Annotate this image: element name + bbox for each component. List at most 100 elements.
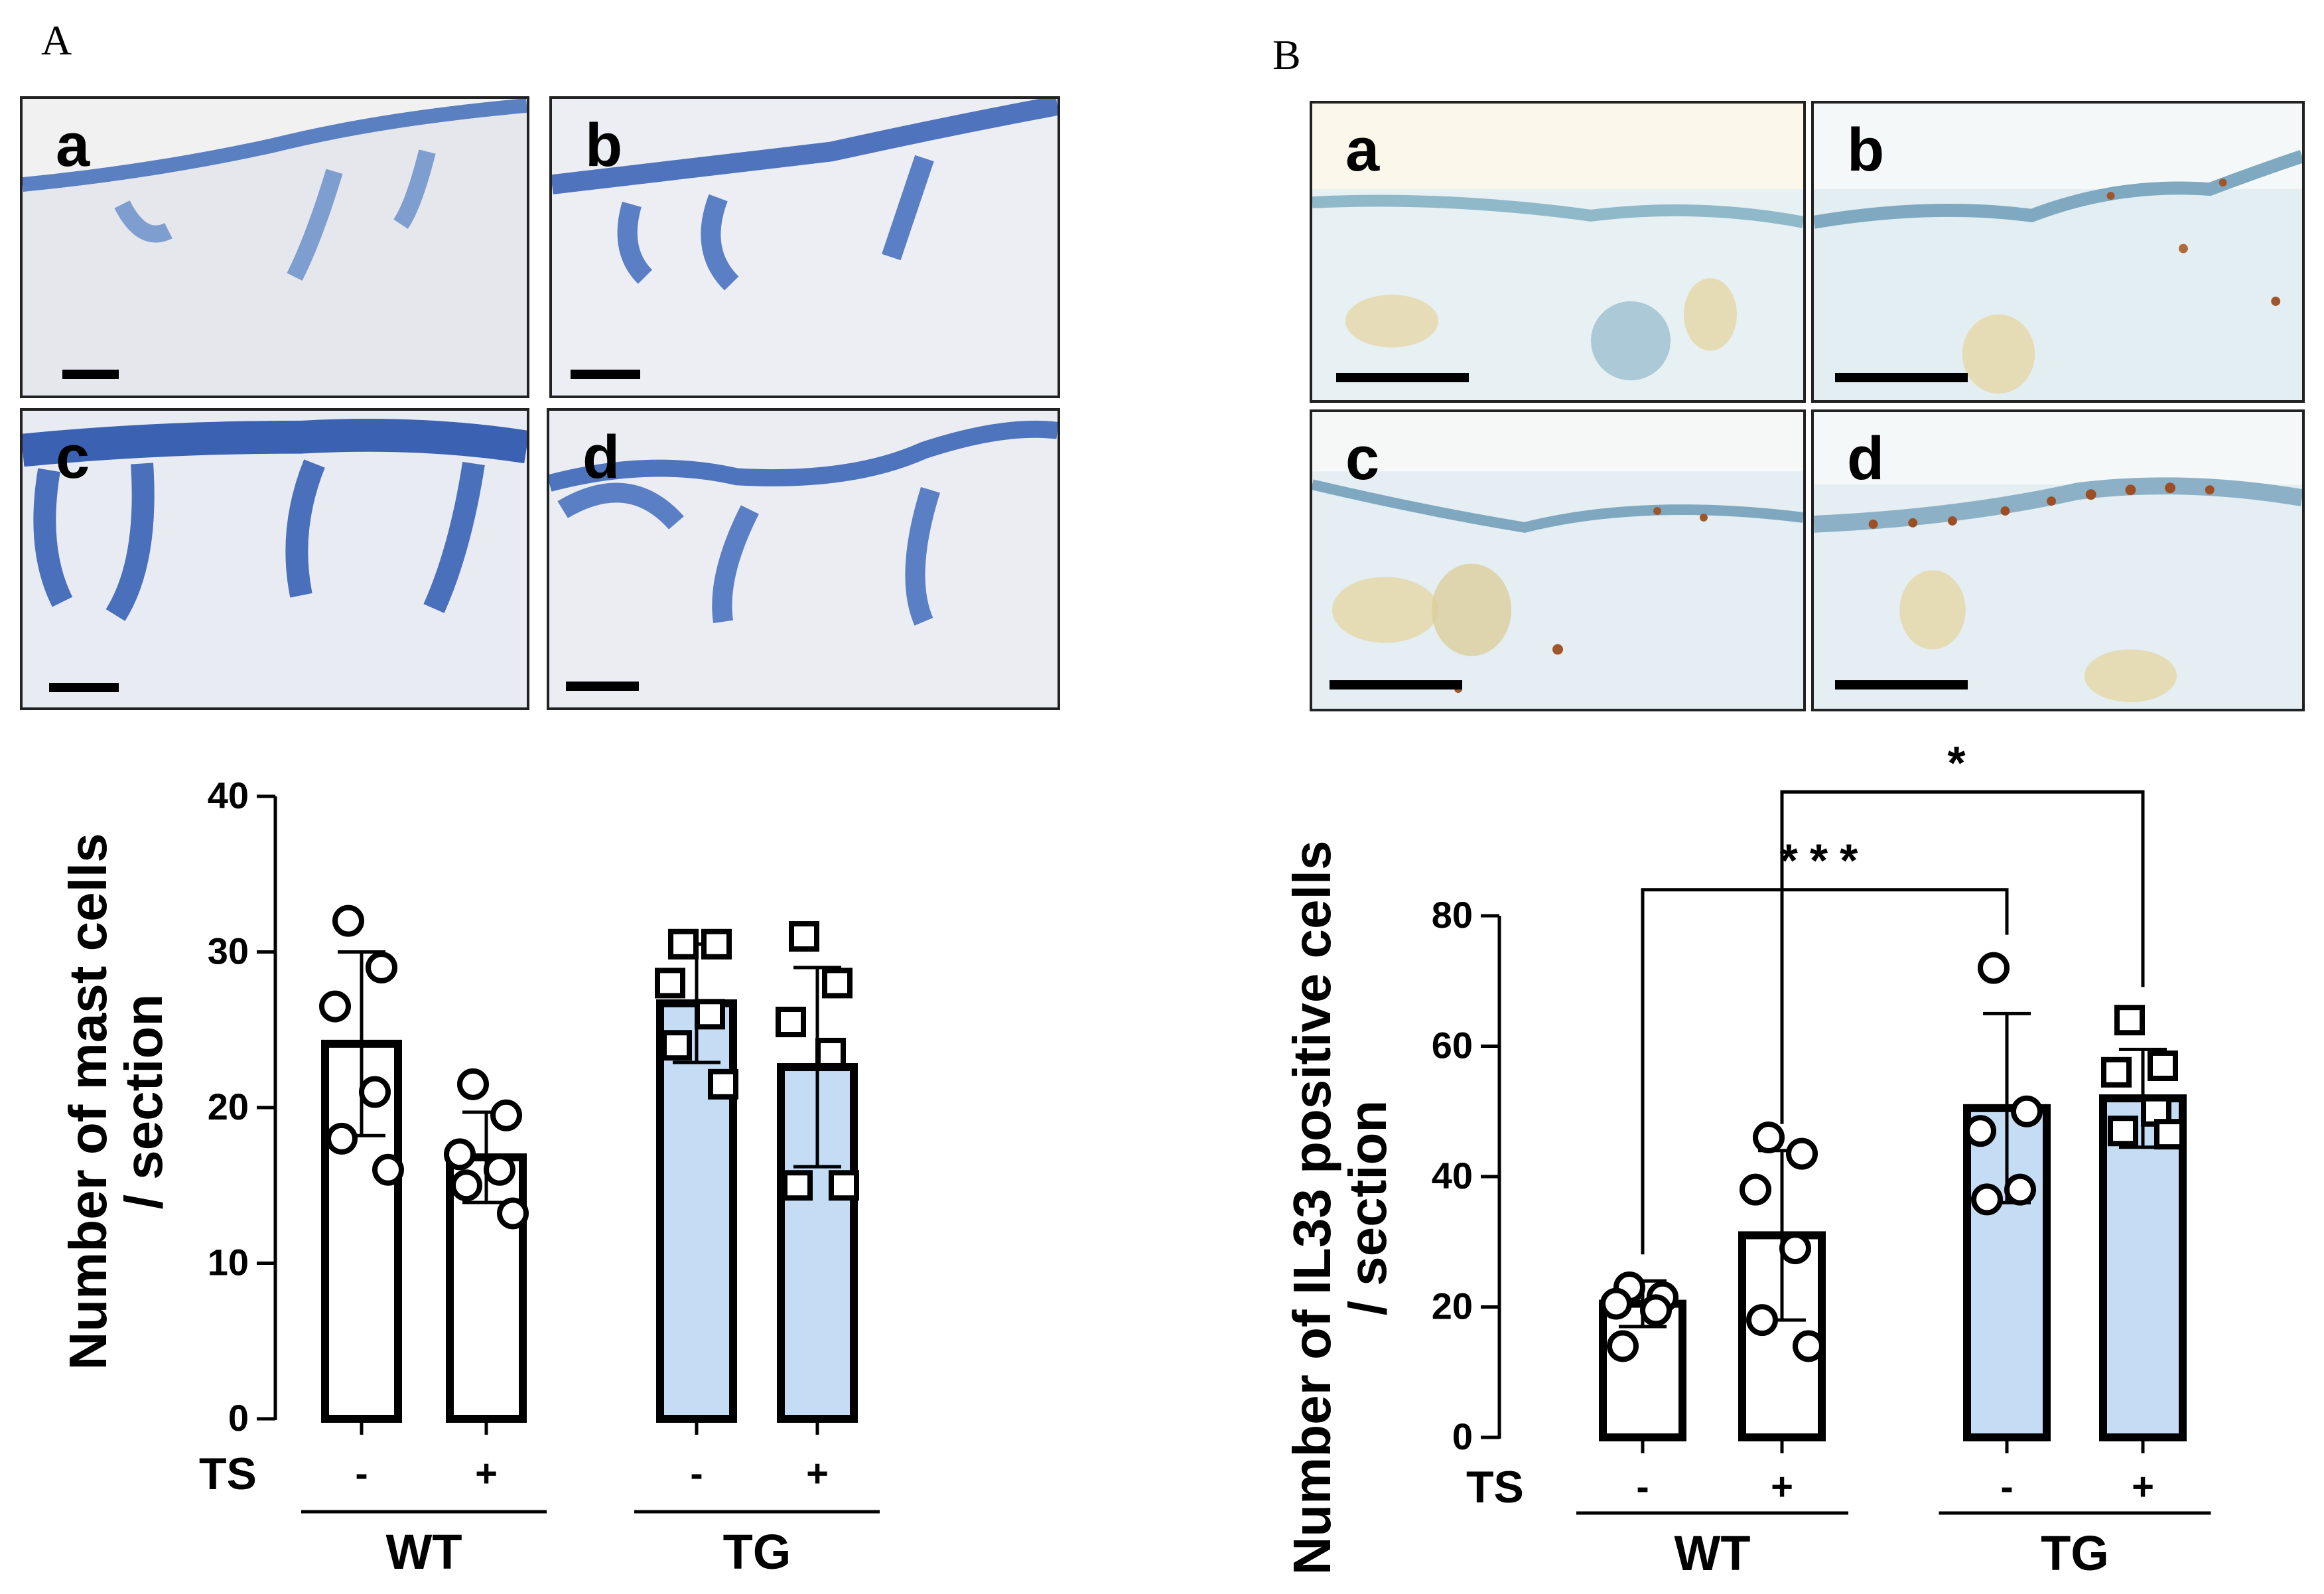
y-axis-label: Number of mast cells/ section <box>58 833 173 1370</box>
x-tick-label: + <box>806 1452 829 1495</box>
data-point <box>1740 1173 1771 1206</box>
micrograph-b-b: b <box>1811 101 2305 403</box>
y-axis-label-line: / section <box>114 994 173 1210</box>
scale-bar <box>1835 373 1968 382</box>
micrograph-b-a: a <box>1310 101 1806 403</box>
scale-bar <box>1835 680 1968 689</box>
tissue-image <box>1312 412 1803 709</box>
data-point <box>655 968 685 999</box>
x-tick-label: + <box>1771 1465 1793 1508</box>
data-point <box>1786 1137 1818 1170</box>
data-point <box>450 1169 482 1202</box>
data-point <box>1978 952 2010 984</box>
data-point <box>326 1122 358 1155</box>
group-label: TG <box>723 1524 791 1579</box>
tissue-image <box>23 99 527 396</box>
data-point <box>1640 1294 1672 1327</box>
tissue-image <box>549 411 1058 707</box>
group-label: WT <box>385 1524 462 1579</box>
ts-label: TS <box>1466 1462 1524 1512</box>
scale-bar <box>62 370 119 379</box>
data-point <box>2108 1116 2138 1147</box>
data-point <box>444 1138 476 1171</box>
data-point <box>497 1197 529 1230</box>
data-point <box>2114 1005 2145 1036</box>
data-point <box>822 968 853 999</box>
data-point <box>319 990 351 1023</box>
data-point <box>1753 1122 1785 1154</box>
data-point <box>1746 1304 1778 1337</box>
y-tick-label: 40 <box>1432 1155 1473 1196</box>
data-point <box>1964 1115 1996 1147</box>
bar <box>656 999 737 1423</box>
significance-label: *** <box>1780 835 1870 887</box>
data-point <box>372 1153 404 1186</box>
x-tick-label: - <box>690 1452 703 1495</box>
scale-bar <box>1330 680 1462 689</box>
y-tick-label: 0 <box>228 1397 249 1439</box>
scale-bar <box>566 682 639 691</box>
tissue-image <box>1814 104 2302 400</box>
y-axis-label-line: / section <box>1338 1100 1397 1316</box>
data-point <box>2154 1119 2185 1150</box>
y-axis-label-line: Number of mast cells <box>58 833 117 1370</box>
panel-letter-b: B <box>1272 31 1301 78</box>
micrograph-label: a <box>1345 116 1380 184</box>
data-point <box>776 1007 806 1038</box>
x-tick-label: + <box>475 1452 498 1495</box>
data-point <box>490 1099 522 1131</box>
micrograph-label: c <box>1345 425 1380 492</box>
data-point <box>661 1030 692 1061</box>
scale-bar <box>1336 373 1469 382</box>
data-point <box>2101 1056 2132 1088</box>
x-tick-label: + <box>2132 1465 2154 1508</box>
y-tick-label: 30 <box>208 930 249 972</box>
tissue-image <box>1312 104 1803 400</box>
y-axis-label-line: Number of IL33 positive cells <box>1282 841 1341 1575</box>
data-point <box>708 1068 738 1100</box>
micrograph-label: a <box>56 111 90 179</box>
data-point <box>332 905 364 937</box>
significance-label: * <box>1947 737 1977 788</box>
group-label: WT <box>1674 1526 1750 1581</box>
tissue-image <box>23 411 527 707</box>
tissue-image <box>552 99 1058 396</box>
y-tick-label: 20 <box>208 1086 249 1127</box>
x-tick-label: - <box>1636 1465 1649 1508</box>
scale-bar <box>49 683 119 692</box>
micrograph-a-c: c <box>20 408 529 710</box>
data-point <box>1607 1330 1639 1362</box>
data-point <box>695 999 725 1030</box>
significance-bracket <box>1641 888 2009 1255</box>
data-point <box>789 921 819 952</box>
data-point <box>359 1076 391 1108</box>
data-point <box>829 1170 859 1201</box>
ts-label: TS <box>199 1449 257 1499</box>
group-label: TG <box>2041 1526 2109 1581</box>
micrograph-label: b <box>1847 116 1885 184</box>
micrograph-label: b <box>585 111 623 179</box>
micrograph-a-d: d <box>547 408 1060 710</box>
data-point <box>1971 1183 2003 1216</box>
y-tick-label: 0 <box>1452 1415 1473 1457</box>
data-point <box>1779 1232 1811 1265</box>
data-point <box>1793 1330 1824 1362</box>
micrograph-label: d <box>582 423 620 491</box>
scale-bar <box>571 370 640 379</box>
data-point <box>2148 1050 2178 1081</box>
bar <box>2099 1094 2187 1441</box>
tissue-image <box>1814 412 2302 709</box>
micrograph-a-b: b <box>549 96 1060 398</box>
data-point <box>1600 1287 1632 1320</box>
data-point <box>484 1153 515 1186</box>
data-point <box>815 1037 846 1068</box>
data-point <box>457 1068 489 1100</box>
data-point <box>366 951 397 983</box>
y-tick-label: 80 <box>1432 894 1473 936</box>
y-tick-label: 20 <box>1432 1285 1473 1327</box>
x-tick-label: - <box>2000 1465 2013 1508</box>
significance-bracket <box>1780 790 2145 1124</box>
micrograph-label: d <box>1847 425 1885 492</box>
chart-il33-cells: 0 20 40 60 80 Number of IL33 positive cells/ … <box>1282 737 2211 1581</box>
data-point <box>2004 1173 2036 1206</box>
